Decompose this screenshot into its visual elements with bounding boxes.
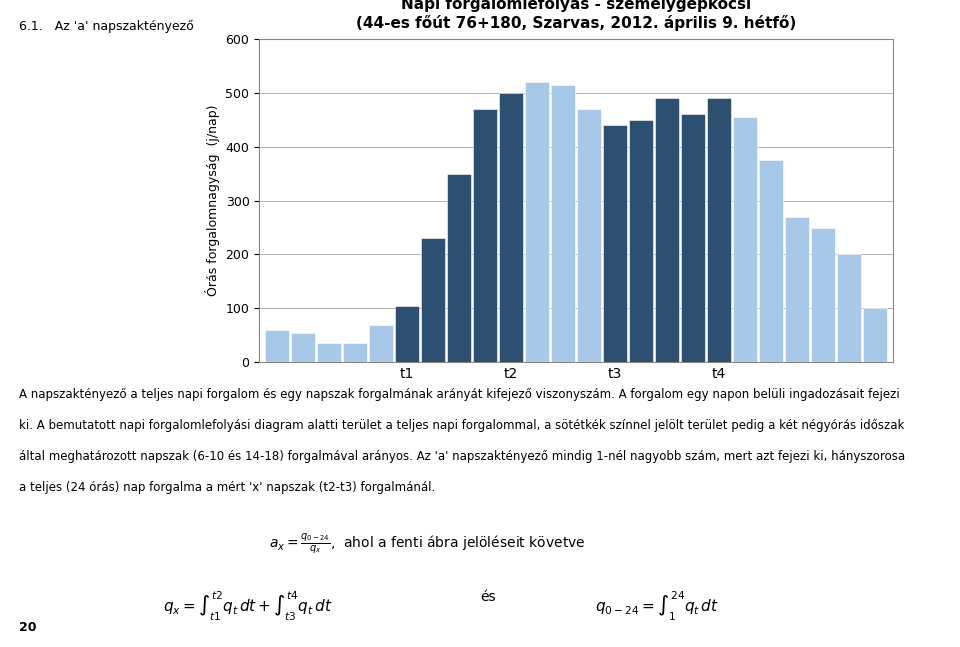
Bar (837, 254, 860, 362)
Text: 20: 20 (19, 621, 36, 634)
Bar (499, 93, 523, 362)
Text: ki. A bemutatott napi forgalomlefolyási diagram alatti terület a teljes napi for: ki. A bemutatott napi forgalomlefolyási … (19, 419, 904, 432)
Bar (707, 98, 731, 362)
Bar (551, 85, 575, 362)
Bar (732, 117, 756, 362)
Bar (318, 344, 341, 362)
Text: és: és (480, 590, 495, 604)
Bar (603, 125, 627, 362)
Text: a teljes (24 órás) nap forgalma a mért 'x' napszak (t2-t3) forgalmánál.: a teljes (24 órás) nap forgalma a mért '… (19, 481, 436, 494)
Title: Napi forgalomlefolyás - személygépkocsi
(44-es főút 76+180, Szarvas, 2012. ápril: Napi forgalomlefolyás - személygépkocsi … (356, 0, 796, 30)
Bar (784, 217, 808, 362)
Text: $q_x = \int_{t1}^{t2} q_t\,dt + \int_{t3}^{t4} q_t\,dt$: $q_x = \int_{t1}^{t2} q_t\,dt + \int_{t3… (163, 590, 333, 624)
Bar (655, 98, 679, 362)
Bar (681, 115, 705, 362)
Bar (525, 82, 549, 362)
Bar (396, 306, 420, 362)
Bar (370, 325, 394, 362)
Bar (811, 228, 834, 362)
Bar (473, 109, 497, 362)
Bar (577, 109, 601, 362)
Text: 6.1.   Az 'a' napszaktényező: 6.1. Az 'a' napszaktényező (19, 19, 194, 32)
Text: $q_{0-24} = \int_{1}^{24} q_t\,dt$: $q_{0-24} = \int_{1}^{24} q_t\,dt$ (595, 590, 719, 624)
Text: $a_x = \frac{q_{0-24}}{q_x}$,  ahol a fenti ábra jelöléseit követve: $a_x = \frac{q_{0-24}}{q_x}$, ahol a fen… (269, 532, 586, 556)
Y-axis label: Órás forgalomnagyság  (j/nap): Órás forgalomnagyság (j/nap) (204, 105, 220, 296)
Bar (265, 330, 289, 362)
Text: A napszaktényező a teljes napi forgalom és egy napszak forgalmának arányát kifej: A napszaktényező a teljes napi forgalom … (19, 388, 900, 401)
Bar (863, 309, 887, 362)
Bar (447, 173, 471, 362)
Bar (758, 160, 782, 362)
Bar (344, 344, 368, 362)
Bar (292, 333, 315, 362)
Bar (421, 238, 445, 362)
Text: által meghatározott napszak (6-10 és 14-18) forgalmával arányos. Az 'a' napszakt: által meghatározott napszak (6-10 és 14-… (19, 450, 905, 463)
Bar (629, 120, 653, 362)
